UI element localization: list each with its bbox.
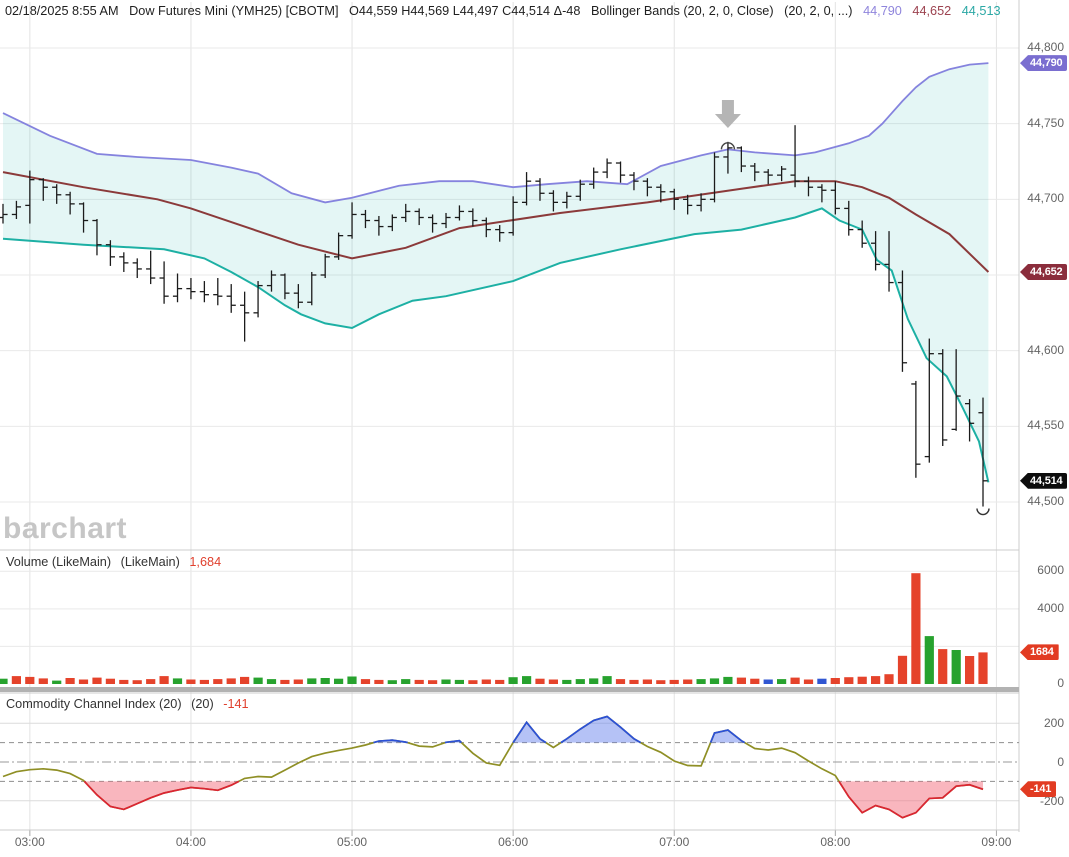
cci-panel-label: Commodity Channel Index (20) (20) -141 — [6, 697, 255, 711]
price-axis-label: 44,750 — [1027, 115, 1064, 130]
down-arrow-icon — [714, 100, 741, 128]
price-axis-label: 44,800 — [1027, 40, 1064, 54]
grid-lines — [0, 0, 1020, 836]
price-axis-label: 44,700 — [1027, 191, 1064, 206]
bollinger-bands — [2, 62, 990, 483]
chart-header: 02/18/2025 8:55 AM Dow Futures Mini (YMH… — [5, 4, 1008, 18]
volume-label[interactable]: Volume (LikeMain) — [6, 555, 112, 569]
bb-upper-value: 44,790 — [863, 4, 902, 18]
time-axis-label: 06:00 — [498, 835, 529, 849]
time-axis-label: 04:00 — [175, 835, 206, 849]
cci-label[interactable]: Commodity Channel Index (20) — [6, 697, 182, 711]
header-datetime: 02/18/2025 8:55 AM — [5, 4, 119, 18]
cci-last-value: -141 — [223, 697, 249, 711]
time-axis-label: 03:00 — [14, 835, 45, 849]
bb-middle-badge: 44,652 — [1020, 263, 1068, 280]
volume-bars — [0, 573, 988, 684]
volume-badge: 1684 — [1020, 644, 1059, 661]
volume-axis-label: 0 — [1057, 676, 1064, 690]
cci-plot — [0, 715, 1019, 819]
cci-axis-label: -200 — [1039, 793, 1064, 808]
cci-badge: -141 — [1020, 781, 1057, 798]
time-axis-label: 09:00 — [981, 835, 1012, 849]
peak-arc-marker — [720, 142, 736, 150]
header-indicator-params[interactable]: (20, 2, 0, ...) — [784, 4, 853, 18]
price-axis-label: 44,500 — [1027, 493, 1064, 508]
price-axis-label: 44,550 — [1027, 418, 1064, 433]
cci-axis-label: 0 — [1057, 755, 1064, 769]
header-ohlc-summary: O44,559 H44,569 L44,497 C44,514 Δ-48 — [349, 4, 581, 18]
last-price-badge: 44,514 — [1020, 472, 1068, 489]
time-axis-label: 07:00 — [659, 835, 690, 849]
bb-lower-value: 44,513 — [961, 4, 1001, 18]
bb-upper-badge: 44,790 — [1020, 55, 1068, 72]
time-axis-label: 05:00 — [337, 835, 368, 849]
header-indicator-name[interactable]: Bollinger Bands (20, 2, 0, Close) — [590, 4, 774, 18]
volume-last-value: 1,684 — [189, 555, 222, 569]
volume-panel-label: Volume (LikeMain) (LikeMain) 1,684 — [6, 555, 227, 569]
price-axis-label: 44,600 — [1027, 342, 1064, 357]
price-bars — [0, 125, 988, 507]
header-symbol-title: Dow Futures Mini (YMH25) [CBOTM] — [129, 4, 339, 18]
volume-axis-label: 6000 — [1037, 563, 1064, 578]
low-arc-marker — [976, 508, 990, 516]
volume-label-params[interactable]: (LikeMain) — [120, 555, 180, 569]
cci-axis-label: 200 — [1043, 716, 1064, 731]
volume-axis-label: 4000 — [1037, 600, 1064, 615]
annotations — [714, 100, 990, 516]
bb-middle-value: 44,652 — [912, 4, 952, 18]
cci-label-params[interactable]: (20) — [191, 697, 214, 711]
time-axis-label: 08:00 — [820, 835, 851, 849]
barchart-watermark: barchart — [3, 512, 128, 545]
